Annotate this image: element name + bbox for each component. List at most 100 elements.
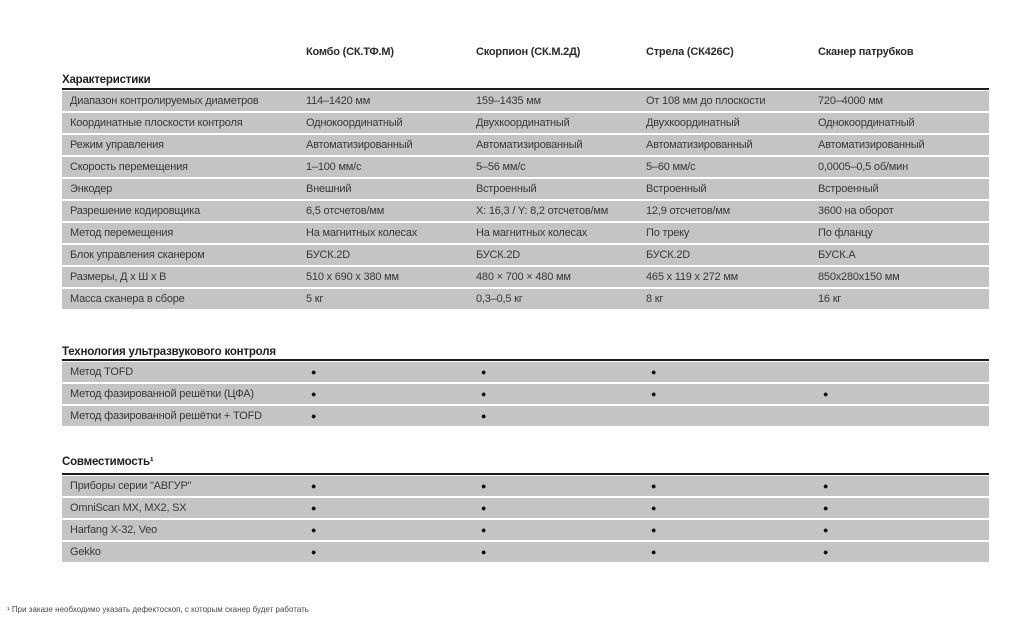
cell-value: Автоматизированный [646,139,753,151]
row-label: Режим управления [70,139,164,151]
row-label: Приборы серии "АВГУР" [70,480,192,492]
availability-dot: ● [481,389,487,399]
cell-value: БУСК.2D [476,249,521,261]
cell-value: 5 кг [306,293,324,305]
cell-value: Встроенный [646,183,707,195]
availability-dot: ● [311,503,317,513]
section-title-compatibility: Совместимость¹ [62,456,154,468]
cell-value: Автоматизированный [306,139,413,151]
row-label: Gekko [70,546,101,558]
cell-value: Внешний [306,183,352,195]
availability-dot: ● [481,411,487,421]
column-header-patrubkov: Сканер патрубков [818,46,914,58]
cell-value: Встроенный [818,183,879,195]
availability-dot: ● [311,411,317,421]
row-label: Масса сканера в сборе [70,293,185,305]
cell-value: 5–56 мм/с [476,161,526,173]
availability-dot: ● [481,481,487,491]
cell-value: 1–100 мм/с [306,161,362,173]
availability-dot: ● [823,481,829,491]
cell-value: Двухкоординатный [476,117,570,129]
row-label: Метод перемещения [70,227,174,239]
availability-dot: ● [651,481,657,491]
cell-value: 12,9 отсчетов/мм [646,205,730,217]
row-label: Harfang X-32, Veo [70,524,158,536]
availability-dot: ● [311,481,317,491]
cell-value: 720–4000 мм [818,95,883,107]
availability-dot: ● [651,503,657,513]
availability-dot: ● [481,525,487,535]
table-row: Масса сканера в сборе 5 кг 0,3–0,5 кг 8 … [62,289,989,309]
cell-value: 465 x 119 x 272 мм [646,271,739,283]
row-label: Энкодер [70,183,113,195]
section-title-technology: Технология ультразвукового контроля [62,346,276,358]
availability-dot: ● [311,525,317,535]
table-row: Метод TOFD ● ● ● [62,362,989,382]
cell-value: 0,3–0,5 кг [476,293,523,305]
table-row: Harfang X-32, Veo ● ● ● ● [62,520,989,540]
availability-dot: ● [651,547,657,557]
column-header-kombo: Комбо (СК.ТФ.М) [306,46,394,58]
cell-value: 16 кг [818,293,842,305]
row-label: Метод фазированной решётки + TOFD [70,410,262,422]
table-row: Размеры, Д х Ш х В 510 x 690 x 380 мм 48… [62,267,989,287]
technology-table: Метод TOFD ● ● ● Метод фазированной решё… [62,359,989,428]
row-label: Размеры, Д х Ш х В [70,271,167,283]
column-header-spacer [62,46,306,58]
row-label: Скорость перемещения [70,161,188,173]
availability-dot: ● [481,547,487,557]
availability-dot: ● [651,525,657,535]
row-label: Метод TOFD [70,366,134,378]
availability-dot: ● [311,547,317,557]
cell-value: 3600 на оборот [818,205,894,217]
cell-value: Автоматизированный [476,139,583,151]
availability-dot: ● [823,547,829,557]
cell-value: 0,0005–0,5 об/мин [818,161,908,173]
cell-value: По фланцу [818,227,873,239]
cell-value: На магнитных колесах [306,227,418,239]
column-header-strela: Стрела (СК426С) [646,46,734,58]
table-row: Энкодер Внешний Встроенный Встроенный Вс… [62,179,989,199]
availability-dot: ● [823,389,829,399]
cell-value: От 108 мм до плоскости [646,95,766,107]
cell-value: БУСК.2D [646,249,691,261]
table-row: OmniScan MX, MX2, SX ● ● ● ● [62,498,989,518]
cell-value: Автоматизированный [818,139,925,151]
availability-dot: ● [823,503,829,513]
table-row: Режим управления Автоматизированный Авто… [62,135,989,155]
cell-value: 480 × 700 × 480 мм [476,271,571,283]
cell-value: Встроенный [476,183,537,195]
compatibility-table: Приборы серии "АВГУР" ● ● ● ● OmniScan M… [62,473,989,564]
table-row: Метод фазированной решётки + TOFD ● ● [62,406,989,426]
table-row: Диапазон контролируемых диаметров 114–14… [62,91,989,111]
cell-value: Однокоординатный [818,117,915,129]
cell-value: 5–60 мм/с [646,161,696,173]
availability-dot: ● [651,367,657,377]
characteristics-table: Диапазон контролируемых диаметров 114–14… [62,88,989,311]
cell-value: 510 x 690 x 380 мм [306,271,399,283]
cell-value: 8 кг [646,293,664,305]
cell-value: X: 16,3 / Y: 8,2 отсчетов/мм [476,205,609,217]
availability-dot: ● [481,367,487,377]
cell-value: 850x280x150 мм [818,271,900,283]
table-row: Координатные плоскости контроля Однокоор… [62,113,989,133]
row-label: Блок управления сканером [70,249,205,261]
cell-value: Однокоординатный [306,117,403,129]
cell-value: По треку [646,227,690,239]
availability-dot: ● [311,389,317,399]
row-label: Метод фазированной решётки (ЦФА) [70,388,254,400]
table-row: Разрешение кодировщика 6,5 отсчетов/мм X… [62,201,989,221]
table-row: Метод фазированной решётки (ЦФА) ● ● ● ● [62,384,989,404]
availability-dot: ● [651,389,657,399]
section-title-characteristics: Характеристики [62,74,151,86]
cell-value: 6,5 отсчетов/мм [306,205,385,217]
cell-value: БУСК.2D [306,249,351,261]
availability-dot: ● [481,503,487,513]
table-row: Блок управления сканером БУСК.2D БУСК.2D… [62,245,989,265]
table-row: Скорость перемещения 1–100 мм/с 5–56 мм/… [62,157,989,177]
cell-value: На магнитных колесах [476,227,588,239]
cell-value: БУСК.А [818,249,856,261]
column-header-row: Комбо (СК.ТФ.М) Скорпион (СК.М.2Д) Стрел… [62,46,989,58]
row-label: Диапазон контролируемых диаметров [70,95,259,107]
